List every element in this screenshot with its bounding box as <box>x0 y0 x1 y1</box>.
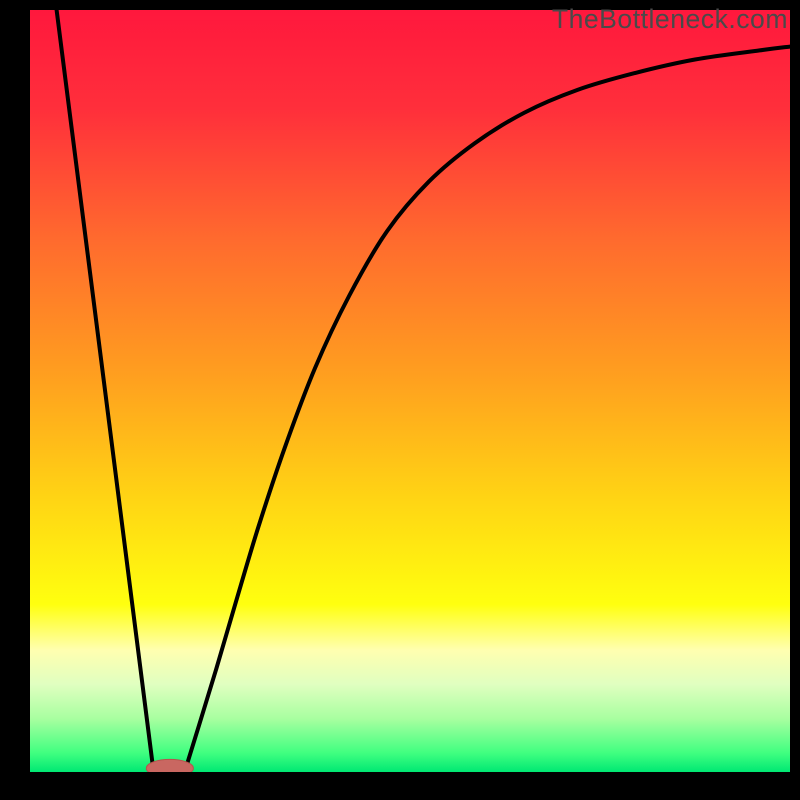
plot-area <box>30 10 790 772</box>
chart-container: TheBottleneck.com <box>0 0 800 800</box>
bottleneck-chart <box>0 0 800 800</box>
watermark-text: TheBottleneck.com <box>552 4 788 35</box>
